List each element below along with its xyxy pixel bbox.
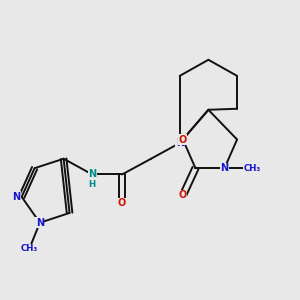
- Text: H: H: [89, 181, 96, 190]
- Text: CH₃: CH₃: [21, 244, 38, 253]
- Text: N: N: [220, 163, 229, 173]
- Text: N: N: [88, 169, 96, 179]
- Text: O: O: [179, 190, 187, 200]
- Text: O: O: [179, 134, 187, 145]
- Text: N: N: [36, 218, 44, 228]
- Text: N: N: [176, 138, 184, 148]
- Text: O: O: [118, 198, 126, 208]
- Text: N: N: [12, 192, 20, 202]
- Text: CH₃: CH₃: [244, 164, 261, 173]
